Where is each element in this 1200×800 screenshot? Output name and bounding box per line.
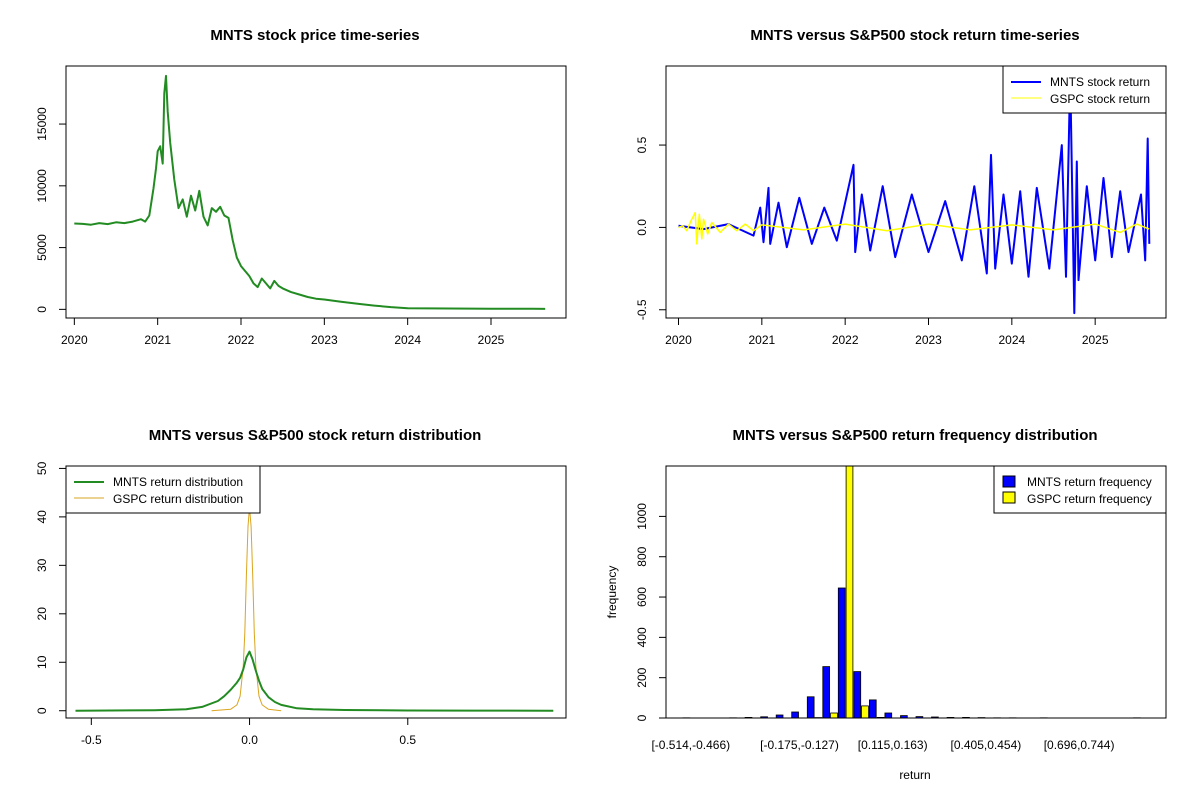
x-tick-label: 2020 [665,333,692,347]
y-tick-label: -0.5 [635,299,649,320]
y-tick-label: 0 [35,306,49,313]
price-plot-area [74,74,546,310]
returns-panel: MNTS versus S&P500 stock return time-ser… [635,27,1167,347]
x-tick-label: 2024 [998,333,1025,347]
gspc-return-line [678,211,1150,245]
y-tick-label: 0 [635,714,649,721]
frequency-legend-box [993,465,1167,514]
frequency-legend-label-mnts: MNTS return frequency [1027,475,1152,489]
x-tick-label: 2022 [228,333,255,347]
x-tick-label: 0.0 [241,733,258,747]
density-panel: MNTS versus S&P500 stock return distribu… [35,427,567,747]
x-tick-label: 2021 [144,333,171,347]
frequency-x-axis: [-0.514,-0.466) [-0.175,-0.127) [0.115,0.1… [651,738,1114,752]
returns-title: MNTS versus S&P500 stock return time-ser… [750,27,1079,44]
frequency-legend-key-mnts [1002,475,1016,488]
x-tick-label: 2021 [748,333,775,347]
density-title: MNTS versus S&P500 stock return distribu… [149,427,482,444]
returns-y-axis: -0.5 0.0 0.5 [635,136,667,320]
frequency-panel: MNTS versus S&P500 return frequency dist… [605,427,1167,782]
mnts-density-line [75,650,554,712]
x-tick-label: 0.5 [399,733,416,747]
x-category-label: [0.696,0.744) [1044,738,1115,752]
frequency-ylabel: frequency [605,566,619,619]
returns-x-axis: 2020 2021 2022 2023 2024 2025 [665,317,1109,347]
y-tick-label: 0.5 [635,136,649,153]
density-x-axis: -0.5 0.0 0.5 [81,717,416,747]
returns-legend-label-mnts: MNTS stock return [1050,75,1150,89]
x-category-label: [-0.175,-0.127) [760,738,839,752]
mnts-frequency-bar [791,711,799,719]
x-category-label: [-0.514,-0.466) [651,738,730,752]
y-tick-label: 20 [35,607,49,621]
density-legend-label-gspc: GSPC return distribution [113,492,243,506]
returns-legend: MNTS stock return GSPC stock return [1002,65,1167,114]
x-tick-label: 2024 [394,333,421,347]
x-tick-label: 2025 [478,333,505,347]
y-tick-label: 10000 [35,169,49,203]
gspc-frequency-bar [830,712,838,719]
y-tick-label: 15000 [35,107,49,141]
x-tick-label: 2023 [915,333,942,347]
mnts-frequency-bar [806,696,815,719]
y-tick-label: 30 [35,558,49,572]
mnts-frequency-bar [869,699,877,719]
y-tick-label: 800 [635,546,649,566]
price-panel: MNTS stock price time-series 2020 2021 202… [35,27,567,347]
mnts-frequency-bar [837,587,846,719]
y-tick-label: 50 [35,461,49,475]
density-legend: MNTS return distribution GSPC return dis… [65,465,261,514]
mnts-return-line [678,73,1151,315]
mnts-frequency-bar [884,712,893,719]
gspc-frequency-bar [845,465,854,719]
density-legend-box [65,465,261,514]
density-y-axis: 0 10 20 30 40 50 [35,461,67,714]
mnts-frequency-bar [822,666,830,719]
frequency-xlabel: return [899,768,930,782]
x-category-label: [0.405,0.454) [951,738,1022,752]
density-legend-label-mnts: MNTS return distribution [113,475,243,489]
frequency-title: MNTS versus S&P500 return frequency dist… [732,427,1097,444]
x-tick-label: 2022 [832,333,859,347]
x-tick-label: 2023 [311,333,338,347]
price-title: MNTS stock price time-series [210,27,419,44]
y-tick-label: 10 [35,655,49,669]
y-tick-label: 600 [635,587,649,607]
x-tick-label: 2025 [1082,333,1109,347]
returns-legend-label-gspc: GSPC stock return [1050,92,1150,106]
price-series-line [74,74,546,310]
returns-plot-area [678,73,1151,315]
frequency-legend: MNTS return frequency GSPC return freque… [993,465,1167,514]
gspc-density-line [211,506,282,712]
frequency-legend-key-gspc [1002,491,1016,504]
y-tick-label: 200 [635,667,649,687]
x-tick-label: -0.5 [81,733,102,747]
x-tick-label: 2020 [61,333,88,347]
y-tick-label: 5000 [35,234,49,261]
x-category-label: [0.115,0.163) [858,738,928,752]
gspc-frequency-bar [861,705,869,719]
density-plot-area [75,506,554,712]
price-x-axis: 2020 2021 2022 2023 2024 2025 [61,317,505,347]
frequency-legend-label-gspc: GSPC return frequency [1027,492,1152,506]
price-y-axis: 0 5000 10000 15000 [35,107,67,313]
returns-legend-box [1002,65,1167,114]
y-tick-label: 0.0 [635,219,649,236]
frequency-y-axis: 0 200 400 600 800 1000 [635,503,667,721]
y-tick-label: 1000 [635,503,649,530]
y-tick-label: 400 [635,627,649,647]
y-tick-label: 0 [35,707,49,714]
price-plot-box [65,65,567,319]
mnts-frequency-bar [853,671,862,719]
y-tick-label: 40 [35,510,49,524]
